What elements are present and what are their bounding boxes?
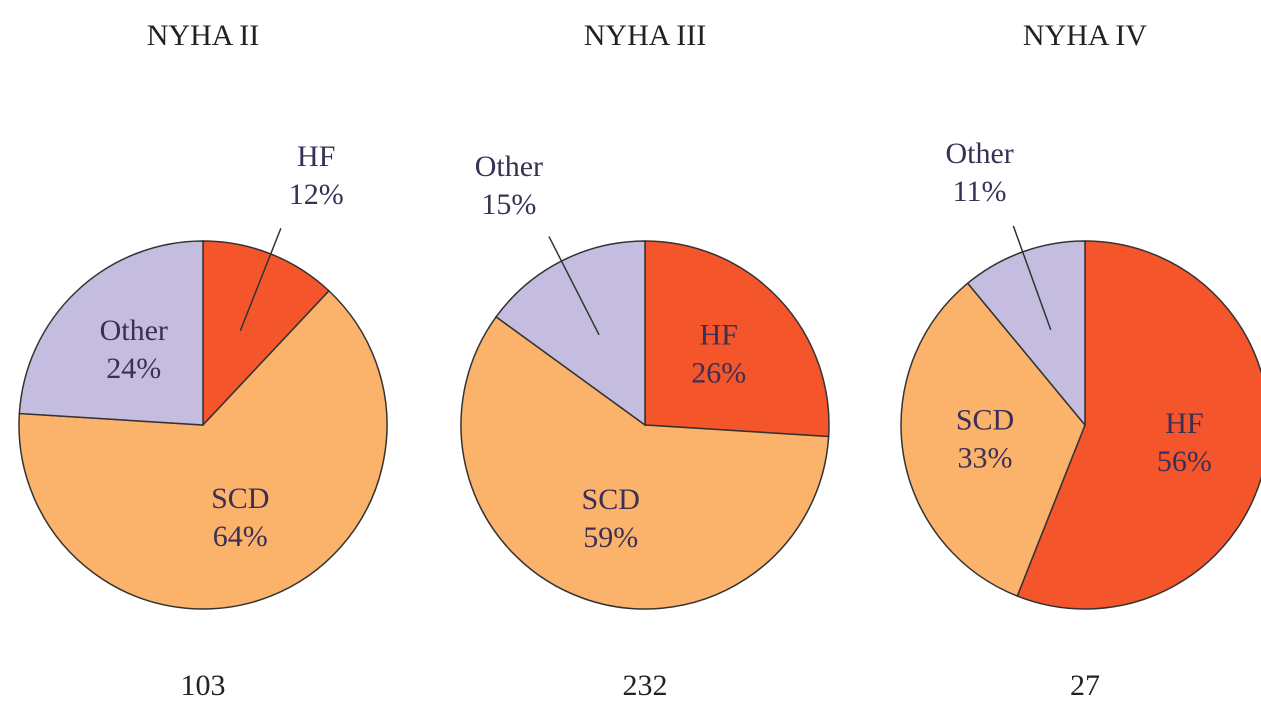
slice-category: SCD bbox=[582, 483, 640, 516]
chart-title: NYHA IV bbox=[1023, 19, 1147, 52]
slice-value-label: 56% bbox=[1157, 445, 1212, 478]
pie-slice bbox=[1016, 240, 1261, 610]
slice-category: HF bbox=[297, 140, 335, 173]
slice-category: Other bbox=[475, 150, 543, 183]
slice-category: HF bbox=[1165, 407, 1203, 440]
sample-count: 27 bbox=[1070, 669, 1100, 702]
sample-count: 232 bbox=[623, 669, 668, 702]
slice-value-label: 26% bbox=[691, 357, 746, 390]
pie-slice bbox=[460, 315, 830, 610]
slice-value-label: 33% bbox=[958, 442, 1013, 475]
slice-value-label: 12% bbox=[289, 178, 344, 211]
slice-value-label: 59% bbox=[583, 521, 638, 554]
slice-category: Other bbox=[100, 314, 168, 347]
slice-category: SCD bbox=[956, 404, 1014, 437]
sample-count: 103 bbox=[181, 669, 226, 702]
leader-line bbox=[1012, 225, 1052, 331]
chart-title: NYHA II bbox=[147, 19, 260, 52]
pie-slice bbox=[900, 282, 1086, 598]
leader-line bbox=[239, 227, 282, 332]
pie-slice bbox=[18, 240, 204, 426]
pie-slice bbox=[644, 240, 830, 438]
pie-slice bbox=[18, 289, 388, 610]
leader-line bbox=[548, 236, 600, 336]
slice-category: SCD bbox=[211, 482, 269, 515]
slice-value-label: 64% bbox=[213, 520, 268, 553]
slice-category: Other bbox=[945, 137, 1013, 170]
slice-value-label: 24% bbox=[106, 352, 161, 385]
slice-category: HF bbox=[700, 319, 738, 352]
slice-value-label: 11% bbox=[953, 175, 1007, 208]
chart-title: NYHA III bbox=[584, 19, 706, 52]
slice-value-label: 15% bbox=[481, 188, 536, 221]
